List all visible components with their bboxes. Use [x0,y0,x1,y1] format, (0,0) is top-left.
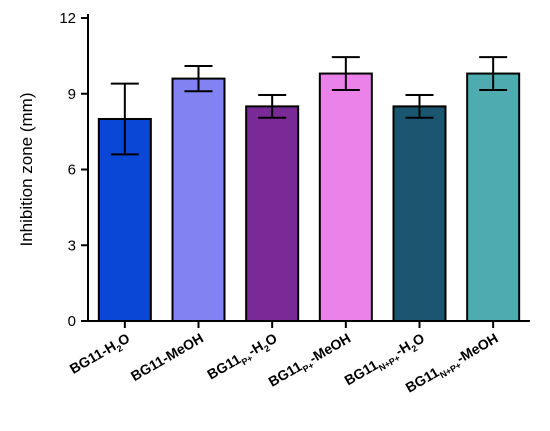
y-tick-label: 3 [68,237,76,254]
x-tick-labels: BG11-H2OBG11-MeOHBG11P+-H2OBG11P+-MeOHBG… [67,321,501,396]
y-tick-label: 9 [68,86,76,103]
y-axis-title: Inhibition zone (mm) [17,92,36,246]
axes [87,14,530,322]
bar [392,105,447,322]
x-tick-label: BG11P+-MeOH [265,330,354,393]
y-tick-label: 0 [68,313,76,330]
bar [245,105,300,322]
y-ticks: 0 3 6 9 12 [59,10,88,330]
bar [466,72,521,322]
y-tick-label: 6 [68,162,76,179]
y-tick-label: 12 [59,10,76,27]
x-tick-label: BG11-H2O [67,330,134,380]
error-bars [110,56,508,156]
bar [318,72,373,322]
bars [97,72,521,322]
x-tick-label: BG11-MeOH [128,330,206,384]
bar [171,77,226,322]
